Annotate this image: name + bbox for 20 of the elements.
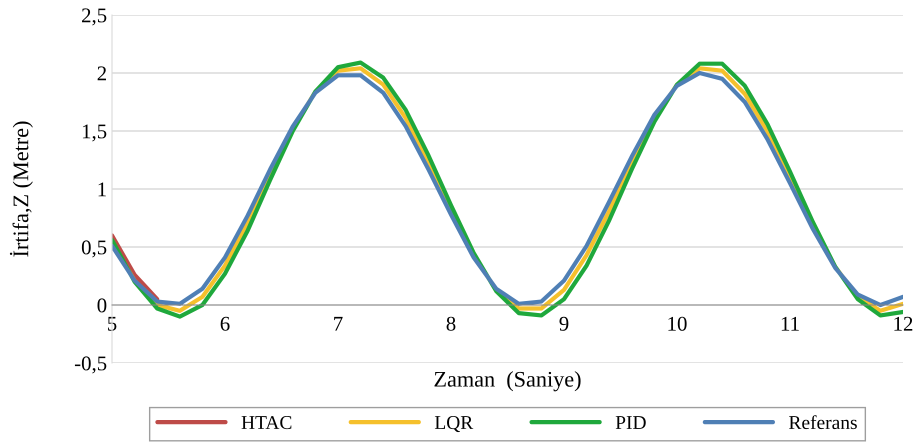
y-tick-label: 1 [98,182,106,196]
x-tick-label: 8 [446,316,456,331]
x-tick-label: 12 [894,316,912,331]
x-tick-label: 6 [220,316,230,331]
y-tick-label: 0,5 [82,240,106,258]
x-tick-label: 11 [782,316,799,331]
y-tick-label: 0 [98,298,106,312]
legend-label: PID [616,416,646,429]
legend-label: HTAC [242,416,292,430]
y-tick-label: 1,5 [82,124,106,142]
y-tick-label: -0,5 [74,356,106,374]
y-axis-title: İrtifa,Z (Metre) [10,121,33,257]
x-tick-label: 10 [668,316,687,331]
x-tick-label: 7 [334,316,343,331]
y-tick-label: 2 [98,66,106,80]
legend-label: Referans [789,415,857,430]
legend-label: LQR [434,416,474,432]
x-tick-label: 9 [559,316,568,331]
y-tick-label: 2,5 [82,8,106,26]
x-axis-title: Zaman (Saniye) [434,371,581,392]
